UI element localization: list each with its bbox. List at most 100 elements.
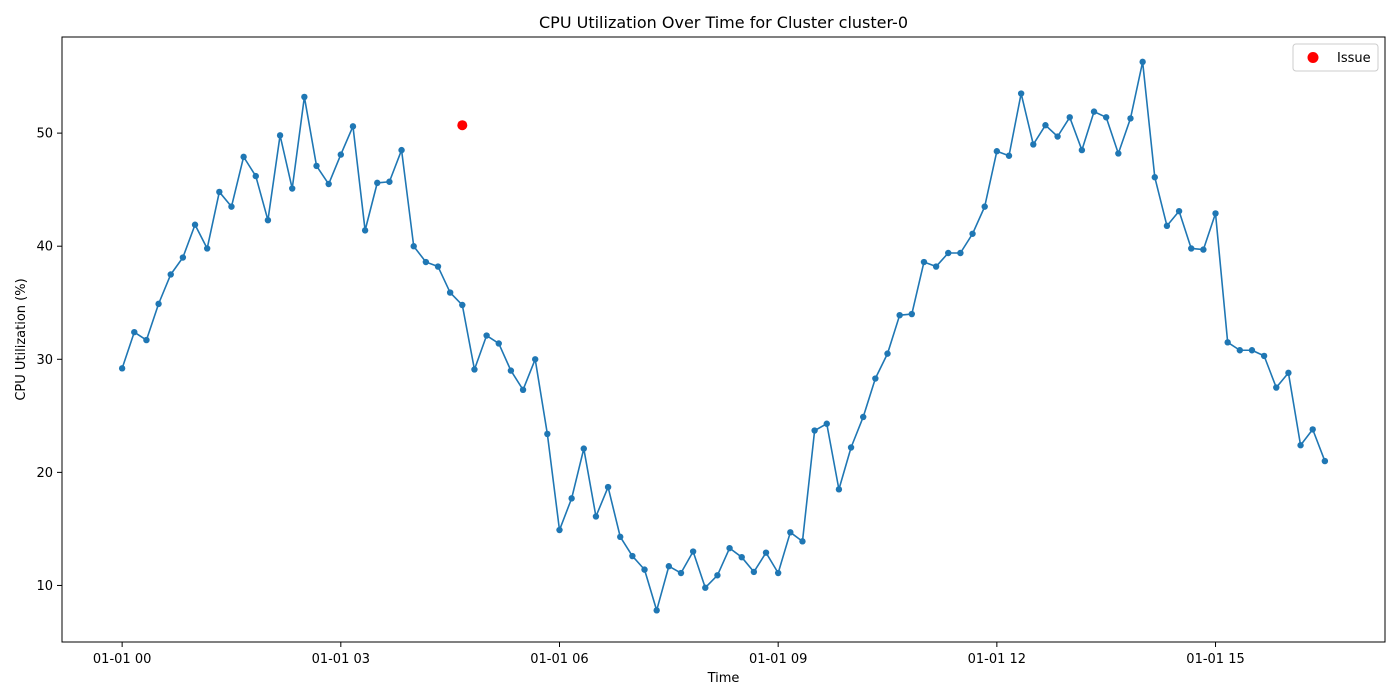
data-point xyxy=(544,430,551,438)
data-point xyxy=(823,420,830,427)
data-point xyxy=(1139,58,1146,66)
data-point xyxy=(495,340,502,347)
data-point xyxy=(799,538,806,545)
y-tick-label: 50 xyxy=(36,127,53,142)
data-point xyxy=(1260,352,1268,360)
x-tick-label: 01-01 06 xyxy=(530,652,588,667)
data-point xyxy=(847,444,855,451)
data-point xyxy=(1017,90,1025,97)
legend: Issue xyxy=(1292,43,1379,72)
data-point xyxy=(216,188,223,196)
data-point xyxy=(604,483,612,491)
data-point xyxy=(483,332,490,339)
data-point xyxy=(1188,245,1195,252)
data-point xyxy=(1236,347,1244,354)
y-tick-label: 40 xyxy=(36,240,53,255)
data-point xyxy=(386,178,393,185)
data-point xyxy=(1273,384,1280,391)
data-point xyxy=(653,607,660,614)
data-point xyxy=(945,249,952,257)
data-point xyxy=(617,533,624,541)
data-point xyxy=(1297,442,1304,449)
legend-issue-label: Issue xyxy=(1337,51,1371,66)
data-point xyxy=(1224,339,1231,346)
data-point xyxy=(1248,347,1256,354)
data-point xyxy=(1212,210,1219,217)
x-tick-label: 01-01 00 xyxy=(93,652,151,667)
data-point xyxy=(1066,114,1073,121)
data-point xyxy=(750,568,758,576)
y-tick-label: 30 xyxy=(36,353,53,368)
data-point xyxy=(738,553,745,561)
data-point xyxy=(410,243,417,250)
data-point xyxy=(556,526,563,534)
data-point xyxy=(774,569,782,577)
x-tick-label: 01-01 15 xyxy=(1186,652,1244,667)
data-point xyxy=(1102,114,1110,121)
data-point xyxy=(459,301,466,309)
data-point xyxy=(301,93,308,101)
data-point xyxy=(629,552,636,560)
data-point xyxy=(1151,174,1158,181)
data-point xyxy=(920,258,928,266)
series-line-layer xyxy=(121,61,1326,612)
data-point xyxy=(896,311,903,319)
data-point xyxy=(957,249,964,257)
data-point xyxy=(665,563,673,570)
data-point xyxy=(398,146,405,154)
x-axis: 01-01 00 01-01 03 01-01 06 01-01 09 01-01 12… xyxy=(93,642,1245,667)
data-point xyxy=(203,245,211,252)
data-point xyxy=(580,445,587,452)
data-point xyxy=(422,258,430,266)
data-point xyxy=(568,495,575,502)
data-point xyxy=(981,203,988,210)
x-axis-title: Time xyxy=(707,671,740,686)
data-point xyxy=(787,529,794,536)
data-point xyxy=(531,356,539,363)
data-point xyxy=(519,386,527,394)
plot-area xyxy=(118,58,1329,614)
data-point xyxy=(289,185,296,192)
data-point xyxy=(1309,426,1316,433)
axes-frame xyxy=(61,36,1386,643)
data-point xyxy=(1005,152,1013,159)
data-point xyxy=(811,427,818,434)
y-axis: 10 20 30 40 50 xyxy=(36,127,62,594)
data-point xyxy=(240,153,247,161)
data-point xyxy=(1127,115,1134,122)
data-point xyxy=(264,216,272,224)
data-point xyxy=(155,300,162,308)
data-point xyxy=(434,263,442,270)
y-tick-label: 20 xyxy=(36,466,53,481)
data-point xyxy=(179,254,187,261)
data-point xyxy=(1115,150,1122,157)
data-point xyxy=(1078,146,1086,154)
data-point xyxy=(191,221,199,228)
data-point xyxy=(507,367,515,374)
x-tick-label: 01-01 03 xyxy=(312,652,370,667)
data-point xyxy=(762,549,770,556)
data-point xyxy=(1285,369,1292,377)
x-tick-label: 01-01 12 xyxy=(968,652,1026,667)
data-point xyxy=(349,123,357,130)
data-point xyxy=(361,227,369,234)
y-axis-title: CPU Utilization (%) xyxy=(14,278,29,400)
data-point xyxy=(337,151,345,158)
data-point xyxy=(446,289,454,296)
data-point xyxy=(374,179,381,187)
data-point xyxy=(884,350,891,357)
data-point xyxy=(1054,133,1061,140)
issue-marker-layer xyxy=(457,120,468,131)
data-point xyxy=(993,148,1001,155)
issue-point xyxy=(457,120,468,131)
data-point xyxy=(1042,122,1049,129)
data-point xyxy=(908,310,916,318)
data-point xyxy=(835,486,843,493)
data-point xyxy=(872,375,879,382)
data-point xyxy=(702,584,709,591)
data-point xyxy=(276,132,284,139)
data-point xyxy=(252,172,259,180)
data-point xyxy=(118,365,126,372)
data-point xyxy=(932,263,940,270)
data-point xyxy=(313,162,320,170)
